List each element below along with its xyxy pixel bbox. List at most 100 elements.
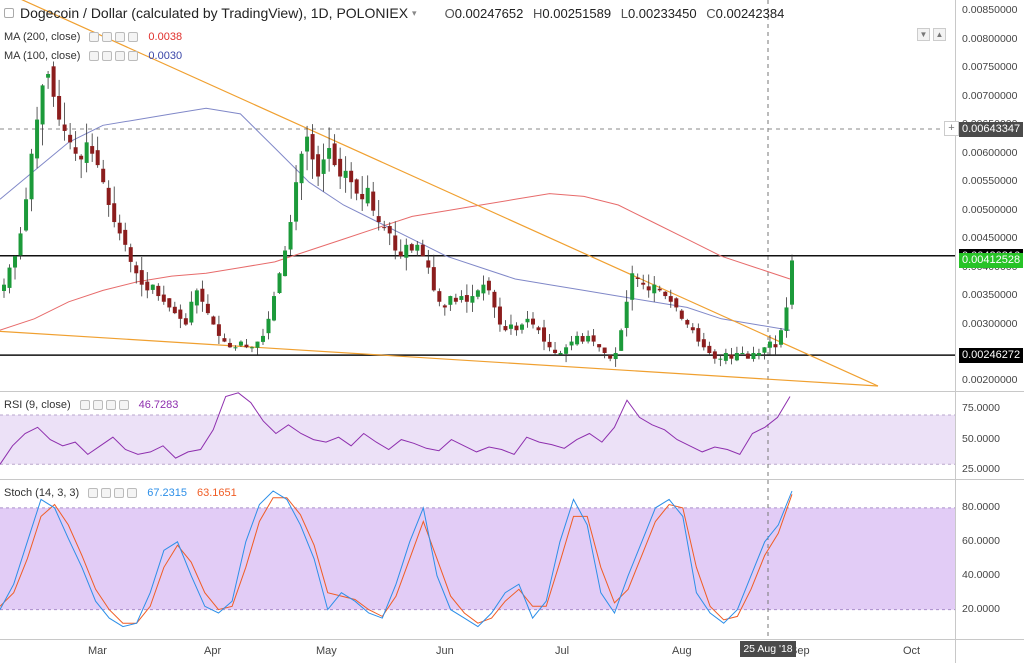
- collapse-icon[interactable]: [4, 8, 14, 18]
- close-icon[interactable]: [128, 32, 139, 42]
- candle-down: [486, 280, 491, 291]
- candle-up: [150, 284, 155, 290]
- candle-up: [652, 284, 657, 294]
- settings-icon[interactable]: [101, 488, 112, 498]
- source-icon[interactable]: [105, 400, 116, 410]
- source-icon[interactable]: [115, 51, 126, 61]
- candle-up: [84, 142, 89, 163]
- source-icon[interactable]: [114, 488, 125, 498]
- crosshair-date-badge: 25 Aug '18: [740, 641, 796, 657]
- settings-icon[interactable]: [92, 400, 103, 410]
- candle-up: [751, 352, 756, 359]
- candle-up: [13, 256, 18, 268]
- candle-down: [531, 318, 536, 325]
- stoch-k-value: 67.2315: [147, 487, 187, 499]
- candle-down: [387, 226, 392, 234]
- close-icon[interactable]: [118, 400, 129, 410]
- candle-up: [343, 170, 348, 178]
- candle-down: [106, 187, 111, 205]
- candle-down: [156, 285, 161, 297]
- candle-down: [211, 316, 216, 325]
- candle-up: [630, 273, 635, 300]
- candle-up: [778, 330, 783, 345]
- candle-up: [558, 352, 563, 355]
- settings-icon[interactable]: [102, 51, 113, 61]
- candle-down: [145, 281, 150, 291]
- visibility-icon[interactable]: [89, 51, 100, 61]
- candle-down: [57, 95, 62, 120]
- stoch-controls[interactable]: [85, 488, 138, 498]
- candle-up: [734, 352, 739, 361]
- candle-down: [73, 147, 78, 154]
- settings-icon[interactable]: [102, 32, 113, 42]
- candle-up: [525, 318, 530, 323]
- price-label: 0.00246272: [959, 348, 1024, 364]
- visibility-icon[interactable]: [89, 32, 100, 42]
- candle-down: [591, 335, 596, 342]
- candle-down: [745, 353, 750, 359]
- candle-up: [35, 119, 40, 159]
- pane-controls[interactable]: ▼ ▲: [914, 28, 946, 41]
- stoch-d-value: 63.1651: [196, 487, 237, 499]
- candle-up: [619, 330, 624, 351]
- symbol-legend[interactable]: Dogecoin / Dollar (calculated by Trading…: [4, 5, 784, 21]
- arrow-down-icon[interactable]: ▼: [917, 28, 930, 41]
- candle-up: [723, 352, 728, 361]
- candle-down: [172, 306, 177, 314]
- candle-down: [426, 260, 431, 268]
- candle-down: [442, 305, 447, 308]
- candle-up: [40, 85, 45, 125]
- time-tick-label: Jun: [436, 645, 454, 657]
- ma200-legend[interactable]: MA (200, close) 0.0038: [4, 31, 182, 43]
- candle-down: [453, 297, 458, 302]
- ma100-value: 0.0030: [148, 50, 183, 62]
- candle-down: [332, 143, 337, 166]
- stoch-legend[interactable]: Stoch (14, 3, 3) 67.2315 63.1651: [4, 487, 237, 499]
- visibility-icon[interactable]: [79, 400, 90, 410]
- chevron-down-icon[interactable]: ▾: [412, 7, 417, 18]
- candle-down: [679, 310, 684, 319]
- candle-down: [597, 344, 602, 348]
- arrow-up-icon[interactable]: ▲: [933, 28, 946, 41]
- candle-up: [575, 335, 580, 345]
- candle-down: [393, 235, 398, 251]
- candle-up: [272, 296, 277, 321]
- candle-down: [371, 191, 376, 211]
- candle-down: [663, 291, 668, 297]
- candle-down: [729, 354, 734, 359]
- ma200-controls[interactable]: [86, 32, 139, 42]
- candle-down: [553, 349, 558, 353]
- ma200-label: MA (200, close): [4, 31, 81, 43]
- candle-down: [95, 150, 100, 166]
- close-icon[interactable]: [128, 51, 139, 61]
- candle-down: [90, 146, 95, 154]
- candle-down: [222, 338, 227, 342]
- time-tick-label: May: [316, 645, 337, 657]
- close-icon[interactable]: [127, 488, 138, 498]
- candle-up: [519, 324, 524, 330]
- candle-up: [29, 153, 34, 200]
- rsi-legend[interactable]: RSI (9, close) 46.7283: [4, 399, 178, 411]
- axis-tick-label: 25.0000: [962, 463, 1000, 476]
- rsi-controls[interactable]: [77, 400, 129, 410]
- candle-up: [255, 341, 260, 348]
- stoch-band: [0, 507, 955, 610]
- candle-down: [580, 336, 585, 342]
- time-tick-label: Jul: [555, 645, 570, 657]
- candle-up: [756, 352, 761, 356]
- source-icon[interactable]: [115, 32, 126, 42]
- ma100-legend[interactable]: MA (100, close) 0.0030: [4, 50, 182, 62]
- ma100-controls[interactable]: [86, 51, 139, 61]
- candle-up: [288, 222, 293, 250]
- ma200-value: 0.0038: [148, 31, 183, 43]
- candle-down: [547, 341, 552, 348]
- candle-up: [277, 273, 282, 294]
- rsi-label: RSI (9, close): [4, 399, 71, 411]
- candle-up: [508, 324, 513, 329]
- visibility-icon[interactable]: [88, 488, 99, 498]
- candle-down: [200, 288, 205, 302]
- add-alert-icon[interactable]: +: [944, 121, 959, 136]
- candle-down: [227, 342, 232, 348]
- candle-down: [420, 244, 425, 257]
